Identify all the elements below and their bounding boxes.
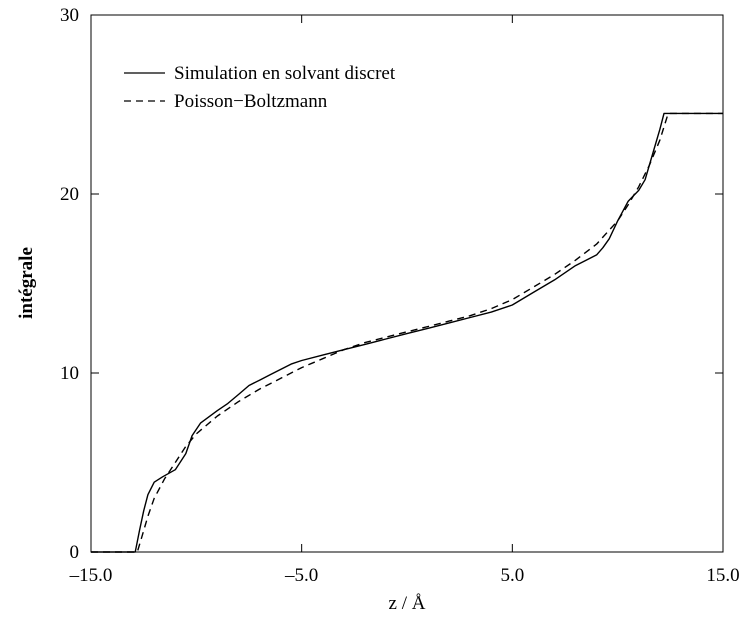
x-tick-label: 15.0 [706, 565, 739, 586]
series-line-poisson-boltzmann [91, 112, 723, 553]
legend-label-poisson-boltzmann: Poisson−Boltzmann [174, 91, 328, 112]
series-layer [91, 112, 723, 553]
plot-frame [90, 14, 724, 553]
y-tick-label: 20 [60, 184, 79, 205]
legend-label-simulation: Simulation en solvant discret [174, 63, 396, 84]
x-axis-ticks: –15.0 –5.0 5.0 15.0 [69, 15, 740, 586]
y-tick-label: 10 [60, 363, 79, 384]
x-tick-label: 5.0 [500, 565, 524, 586]
x-tick-label: –5.0 [284, 565, 318, 586]
legend: Simulation en solvant discret Poisson−Bo… [124, 63, 396, 112]
y-axis-label: intégrale [16, 247, 37, 319]
y-axis-ticks: 0 10 20 30 [60, 5, 723, 563]
series-line-simulation [91, 112, 723, 553]
x-tick-label: –15.0 [69, 565, 113, 586]
y-tick-label: 0 [70, 542, 80, 563]
x-axis-label: z / Å [389, 593, 426, 614]
y-tick-label: 30 [60, 5, 79, 26]
